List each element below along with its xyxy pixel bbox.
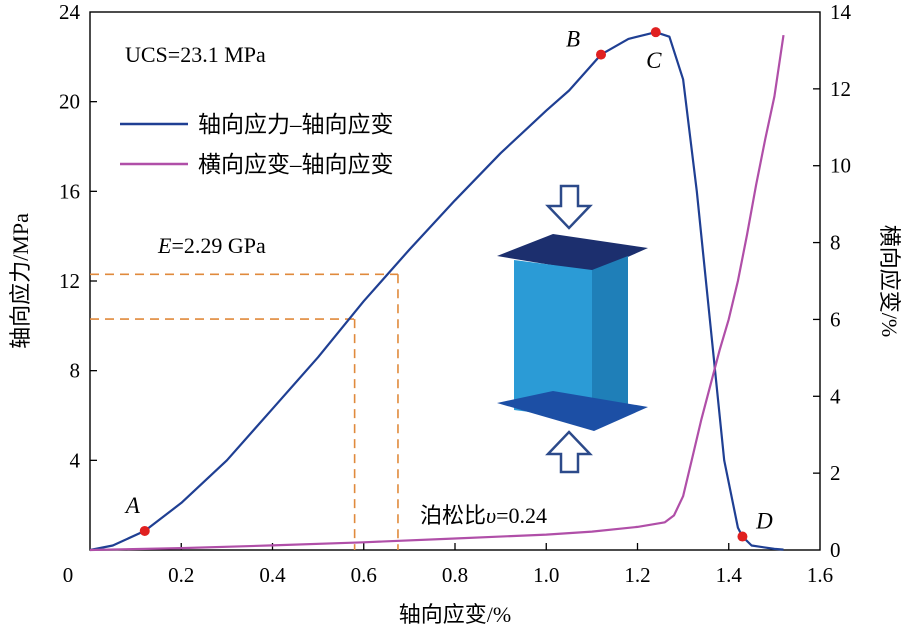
y-axis-label: 轴向应力/MPa [8, 213, 33, 349]
bottom-platen [497, 391, 648, 431]
y2-axis-label: 横向应变/% [877, 225, 902, 337]
y2-tick-label: 12 [830, 77, 851, 101]
y-tick-label: 24 [59, 0, 81, 24]
x-tick-label: 0.4 [259, 563, 286, 587]
series-line-lateral-strain [89, 34, 785, 552]
y2-tick-label: 8 [830, 231, 841, 255]
y2-axis-ticks: 0 2 4 6 8 10 12 14 [813, 0, 852, 562]
x-tick-label: 0.8 [442, 563, 468, 587]
y-tick-label: 12 [59, 269, 80, 293]
series-line-axial-stress [89, 31, 784, 552]
legend-label-lateral: 横向应变–轴向应变 [198, 152, 394, 177]
y-axis-ticks: 4 8 12 16 20 24 [59, 0, 97, 472]
x-axis-label: 轴向应变/% [399, 602, 511, 627]
modulus-annotation: E=2.29 GPa [157, 233, 266, 258]
legend: 轴向应力–轴向应变 横向应变–轴向应变 [120, 112, 394, 177]
x-tick-label: 1.2 [624, 563, 650, 587]
key-point-label: B [566, 27, 580, 52]
y-tick-label: 16 [59, 179, 80, 203]
specimen-front [514, 260, 592, 420]
key-point-b [596, 49, 606, 60]
plot-frame [89, 11, 821, 551]
x-tick-label: 0.2 [168, 563, 194, 587]
load-arrow-up-icon [545, 430, 593, 474]
load-arrow-down-icon [545, 184, 593, 230]
x-tick-label: 0 [63, 563, 74, 587]
key-point-label: D [755, 509, 773, 534]
key-point-a [139, 525, 150, 536]
y2-tick-label: 10 [830, 154, 851, 178]
y2-tick-label: 2 [830, 461, 841, 485]
key-point-d [737, 531, 748, 542]
key-points: A B C D [124, 27, 773, 542]
x-tick-label: 1.0 [533, 563, 559, 587]
legend-label-stress: 轴向应力–轴向应变 [198, 112, 394, 137]
specimen-side [592, 256, 628, 420]
x-tick-label: 1.6 [807, 563, 833, 587]
x-tick-label: 0.6 [351, 563, 377, 587]
ucs-annotation: UCS=23.1 MPa [125, 42, 266, 67]
key-point-label: C [646, 48, 662, 73]
specimen-illustration [497, 184, 648, 474]
modulus-guide-lines [90, 273, 399, 550]
x-tick-label: 1.4 [716, 563, 743, 587]
x-axis-ticks: 0 0.2 0.4 0.6 0.8 1.0 1.2 1.4 1.6 [63, 543, 833, 587]
y-tick-label: 20 [59, 90, 80, 114]
y2-tick-label: 14 [830, 0, 852, 24]
y-tick-label: 4 [70, 448, 81, 472]
y2-tick-label: 0 [830, 538, 841, 562]
series-group [89, 31, 785, 552]
y-tick-label: 8 [70, 359, 81, 383]
y2-tick-label: 4 [830, 384, 841, 408]
key-point-label: A [124, 493, 141, 518]
y2-tick-label: 6 [830, 307, 841, 331]
top-platen [497, 234, 648, 272]
poisson-annotation: 泊松比υ=0.24 [420, 503, 547, 528]
key-point-c [650, 27, 661, 38]
